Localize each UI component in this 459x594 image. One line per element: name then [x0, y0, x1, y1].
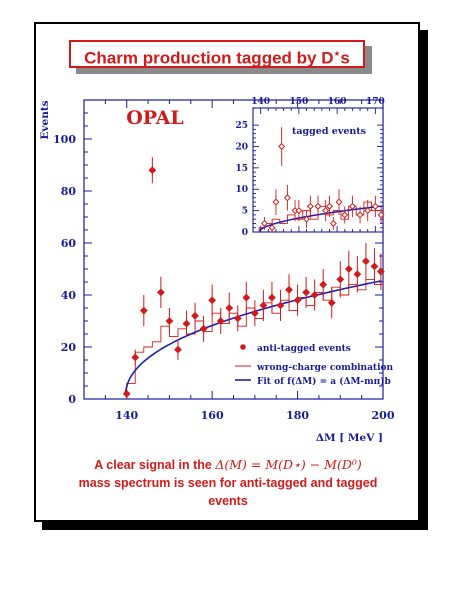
anti-tagged-point — [319, 280, 328, 289]
experiment-label: OPAL — [126, 107, 184, 129]
tagged-point — [348, 202, 356, 210]
x-tick-label: 160 — [201, 409, 224, 422]
inset-fit-curve — [258, 205, 382, 232]
inset-y-tick-label: 15 — [235, 164, 248, 174]
anti-tagged-point — [336, 275, 345, 284]
tagged-point — [335, 198, 343, 206]
inset-label: tagged events — [292, 126, 366, 137]
anti-tagged-point — [122, 389, 131, 398]
anti-tagged-point — [259, 301, 268, 310]
tagged-point — [364, 207, 372, 215]
anti-tagged-point — [242, 293, 251, 302]
y-tick-label: 60 — [61, 237, 77, 250]
anti-tagged-point — [276, 301, 285, 310]
tagged-point — [283, 194, 291, 202]
anti-tagged-point — [293, 296, 302, 305]
anti-tagged-point — [362, 257, 370, 266]
y-tick-label: 20 — [61, 341, 77, 354]
caption-prefix: A clear signal in the — [94, 458, 216, 472]
inset-y-tick-label: 25 — [235, 121, 248, 131]
legend-wrong-charge: wrong-charge combination — [256, 363, 393, 373]
anti-tagged-point — [376, 267, 385, 276]
tagged-point — [377, 211, 385, 219]
anti-tagged-point — [182, 319, 191, 328]
tagged-point — [329, 219, 337, 227]
anti-tagged-point — [208, 296, 217, 305]
caption: A clear signal in the Δ(M) = M(D⋆) − M(D… — [50, 456, 406, 510]
anti-tagged-point — [199, 324, 208, 333]
inset-x-tick-label: 170 — [366, 97, 385, 107]
anti-tagged-point — [216, 317, 225, 325]
legend-marker-anti-tagged — [240, 344, 246, 350]
tagged-point — [356, 211, 364, 219]
y-tick-label: 100 — [53, 133, 76, 146]
title-superscript: ⋆ — [333, 48, 341, 60]
title-suffix: s — [340, 48, 350, 68]
tagged-point — [341, 211, 349, 219]
anti-tagged-point — [250, 309, 259, 318]
inset-wrong-charge-histogram — [258, 201, 383, 232]
tagged-point — [278, 142, 286, 150]
inset-x-tick-label: 150 — [289, 97, 308, 107]
anti-tagged-point — [353, 270, 362, 279]
y-tick-label: 0 — [68, 393, 76, 406]
inset-y-tick-label: 20 — [235, 142, 248, 152]
anti-tagged-point — [191, 311, 199, 320]
tagged-point — [268, 224, 276, 232]
anti-tagged-point — [233, 314, 242, 323]
inset-y-tick-label: 0 — [242, 228, 248, 238]
y-axis-label: Events — [39, 100, 51, 139]
anti-tagged-point — [327, 298, 336, 307]
caption-line-1: A clear signal in the Δ(M) = M(D⋆) − M(D… — [50, 456, 406, 474]
anti-tagged-point — [131, 353, 140, 362]
slide-title: Charm production tagged by D⋆s — [69, 40, 365, 68]
x-tick-label: 180 — [286, 409, 309, 422]
anti-tagged-point — [302, 288, 311, 297]
caption-math: Δ(M) = M(D⋆) − M(D⁰) — [215, 457, 362, 472]
inset-x-tick-label: 140 — [251, 97, 270, 107]
anti-tagged-point — [268, 293, 276, 302]
anti-tagged-point — [156, 288, 165, 297]
anti-tagged-point — [285, 285, 293, 294]
anti-tagged-point — [139, 306, 148, 315]
caption-line-2: mass spectrum is seen for anti-tagged an… — [78, 476, 378, 490]
legend-anti-tagged: anti-tagged events — [257, 344, 351, 354]
tagged-point — [272, 198, 280, 206]
tagged-point — [306, 202, 314, 210]
x-tick-label: 200 — [372, 409, 395, 422]
anti-tagged-point — [165, 317, 174, 325]
legend-fit: Fit of f(ΔM) = a (ΔM-mπ)b — [257, 376, 391, 387]
inset-x-tick-label: 160 — [328, 97, 347, 107]
anti-tagged-point — [370, 262, 379, 271]
inset-y-tick-label: 10 — [235, 185, 248, 195]
tagged-point — [314, 202, 322, 210]
tagged-point — [303, 215, 311, 223]
anti-tagged-point — [310, 291, 319, 299]
caption-line-3: events — [208, 494, 248, 508]
anti-tagged-point — [225, 304, 234, 312]
x-tick-label: 140 — [115, 409, 138, 422]
tagged-point — [371, 202, 379, 210]
anti-tagged-point — [174, 345, 182, 354]
inset-y-tick-label: 5 — [242, 207, 248, 217]
tagged-point — [295, 207, 303, 215]
fit-curve — [124, 280, 382, 393]
title-text: Charm production tagged by D — [84, 48, 334, 68]
anti-tagged-point — [148, 166, 157, 175]
y-tick-label: 40 — [61, 289, 77, 302]
anti-tagged-point — [344, 265, 353, 273]
tagged-point — [322, 207, 330, 215]
x-axis-label: ΔM [ MeV ] — [316, 432, 383, 444]
tagged-point — [325, 202, 333, 210]
y-tick-label: 80 — [61, 185, 77, 198]
tagged-point — [260, 219, 268, 227]
